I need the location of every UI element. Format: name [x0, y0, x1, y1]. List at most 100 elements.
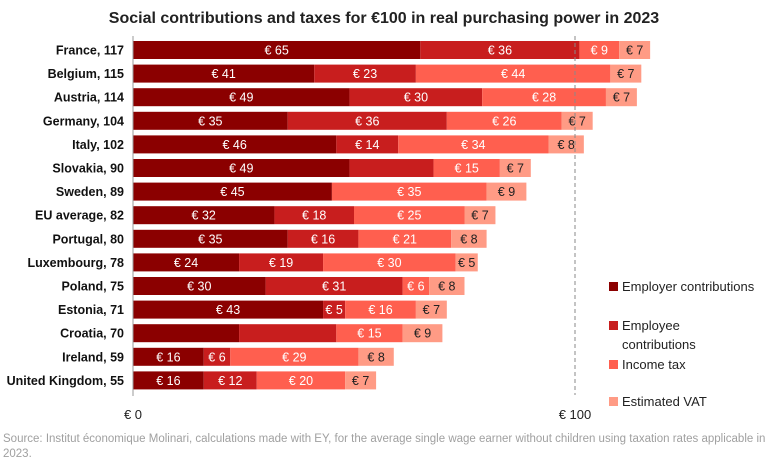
bar-segment-employee-contributions [349, 88, 483, 107]
category-label: Portugal, 80 [52, 232, 124, 246]
data-label: € 9 [591, 44, 608, 58]
bar-segment-employer-contributions [133, 324, 240, 343]
legend-swatch [609, 282, 618, 291]
category-label: Estonia, 71 [58, 303, 124, 317]
bar-segment-estimated-vat [429, 277, 465, 295]
bar-segment-estimated-vat [345, 371, 377, 390]
data-label: € 35 [397, 185, 421, 199]
data-label: € 7 [626, 44, 643, 58]
data-label: € 36 [355, 114, 379, 128]
data-label: € 9 [498, 185, 515, 199]
x-axis: € 0 € 100 [124, 36, 591, 422]
data-label: € 25 [397, 209, 421, 223]
bar-segment-employer-contributions [133, 111, 288, 130]
bars-group: France, 117 € 65 € 36 € 9 € 7 Belgium, 115 € 4… [7, 41, 651, 390]
bar-segment-employee-contributions [323, 300, 346, 319]
bar-segment-income-tax [358, 229, 452, 248]
bar-segment-estimated-vat [358, 347, 394, 366]
bar-segment-estimated-vat [464, 206, 496, 225]
bar-segment-income-tax [446, 111, 562, 130]
bar-segment-income-tax [230, 347, 359, 366]
category-label: United Kingdom, 55 [7, 374, 124, 388]
data-label: € 29 [282, 350, 306, 364]
data-label: € 31 [322, 280, 346, 294]
bar-segment-income-tax [256, 371, 346, 390]
data-label: € 30 [377, 256, 401, 270]
legend-swatch [609, 360, 618, 369]
data-label: € 34 [461, 138, 485, 152]
legend-label: Employee contributions [622, 318, 696, 352]
bar-segment-employee-contributions [349, 159, 434, 177]
data-label: € 30 [404, 91, 428, 105]
data-label: € 30 [187, 280, 211, 294]
data-label: € 7 [613, 91, 630, 105]
bar-segment-employee-contributions [287, 229, 359, 248]
data-label: € 45 [220, 185, 244, 199]
bar-segment-income-tax [323, 253, 456, 272]
bar-segment-employee-contributions [336, 135, 399, 154]
bar-segment-income-tax [354, 206, 465, 225]
data-label: € 7 [569, 114, 586, 128]
data-label: € 8 [367, 350, 384, 364]
bar-segment-income-tax [415, 64, 611, 83]
data-label: € 7 [507, 162, 524, 176]
x-tick-label: € 0 [124, 407, 142, 422]
bar-segment-employer-contributions [133, 253, 240, 272]
category-label: Ireland, 59 [62, 350, 124, 364]
legend-label: Estimated VAT [622, 394, 707, 409]
bar-segment-employee-contributions [314, 64, 416, 83]
data-label: € 8 [557, 138, 574, 152]
data-label: € 16 [156, 350, 180, 364]
bar-segment-employee-contributions [420, 41, 580, 59]
bar-segment-employee-contributions [203, 347, 231, 366]
data-label: € 9 [414, 327, 431, 341]
bar-segment-employee-contributions [203, 371, 257, 390]
legend-swatch [609, 397, 618, 406]
bar-segment-employee-contributions [239, 253, 324, 272]
bar-segment-estimated-vat [619, 41, 651, 59]
bar-segment-employee-contributions [274, 206, 354, 225]
data-label: € 21 [393, 232, 417, 246]
bar-segment-employer-contributions [133, 182, 332, 201]
data-label: € 35 [198, 114, 222, 128]
data-label: € 41 [211, 67, 235, 81]
data-label: € 6 [407, 280, 424, 294]
category-label: Slovakia, 90 [52, 162, 124, 176]
data-label: € 14 [355, 138, 379, 152]
data-label: € 15 [455, 162, 479, 176]
data-label: € 6 [208, 350, 225, 364]
bar-segment-estimated-vat [451, 229, 487, 248]
bar-segment-estimated-vat [402, 324, 443, 343]
data-label: € 35 [198, 232, 222, 246]
bar-segment-estimated-vat [415, 300, 447, 319]
bar-segment-employee-contributions [287, 111, 447, 130]
bar-segment-estimated-vat [455, 253, 478, 272]
bar-segment-employer-contributions [133, 277, 266, 295]
bar-segment-estimated-vat [610, 64, 642, 83]
bar-segment-employer-contributions [133, 64, 315, 83]
category-label: Austria, 114 [54, 91, 124, 105]
data-label: € 12 [218, 374, 242, 388]
data-label: € 44 [501, 67, 525, 81]
data-label: € 36 [488, 44, 512, 58]
bar-segment-employer-contributions [133, 371, 204, 390]
bar-segment-income-tax [398, 135, 549, 154]
bar-segment-employer-contributions [133, 41, 421, 59]
category-label: Luxembourg, 78 [27, 256, 124, 270]
category-label: Belgium, 115 [48, 67, 124, 81]
data-label: € 7 [471, 209, 488, 223]
data-label: € 28 [532, 91, 556, 105]
bar-segment-estimated-vat [486, 182, 527, 201]
data-label: € 16 [368, 303, 392, 317]
data-label: € 8 [460, 232, 477, 246]
x-tick-label: € 100 [559, 407, 592, 422]
data-label: € 43 [216, 303, 240, 317]
bar-segment-income-tax [345, 300, 416, 319]
bar-segment-estimated-vat [499, 159, 531, 177]
data-label: € 18 [302, 209, 326, 223]
data-label: € 7 [423, 303, 440, 317]
data-label: € 5 [325, 303, 342, 317]
data-label: € 8 [438, 280, 455, 294]
data-label: € 46 [222, 138, 246, 152]
legend-swatch [609, 321, 618, 330]
